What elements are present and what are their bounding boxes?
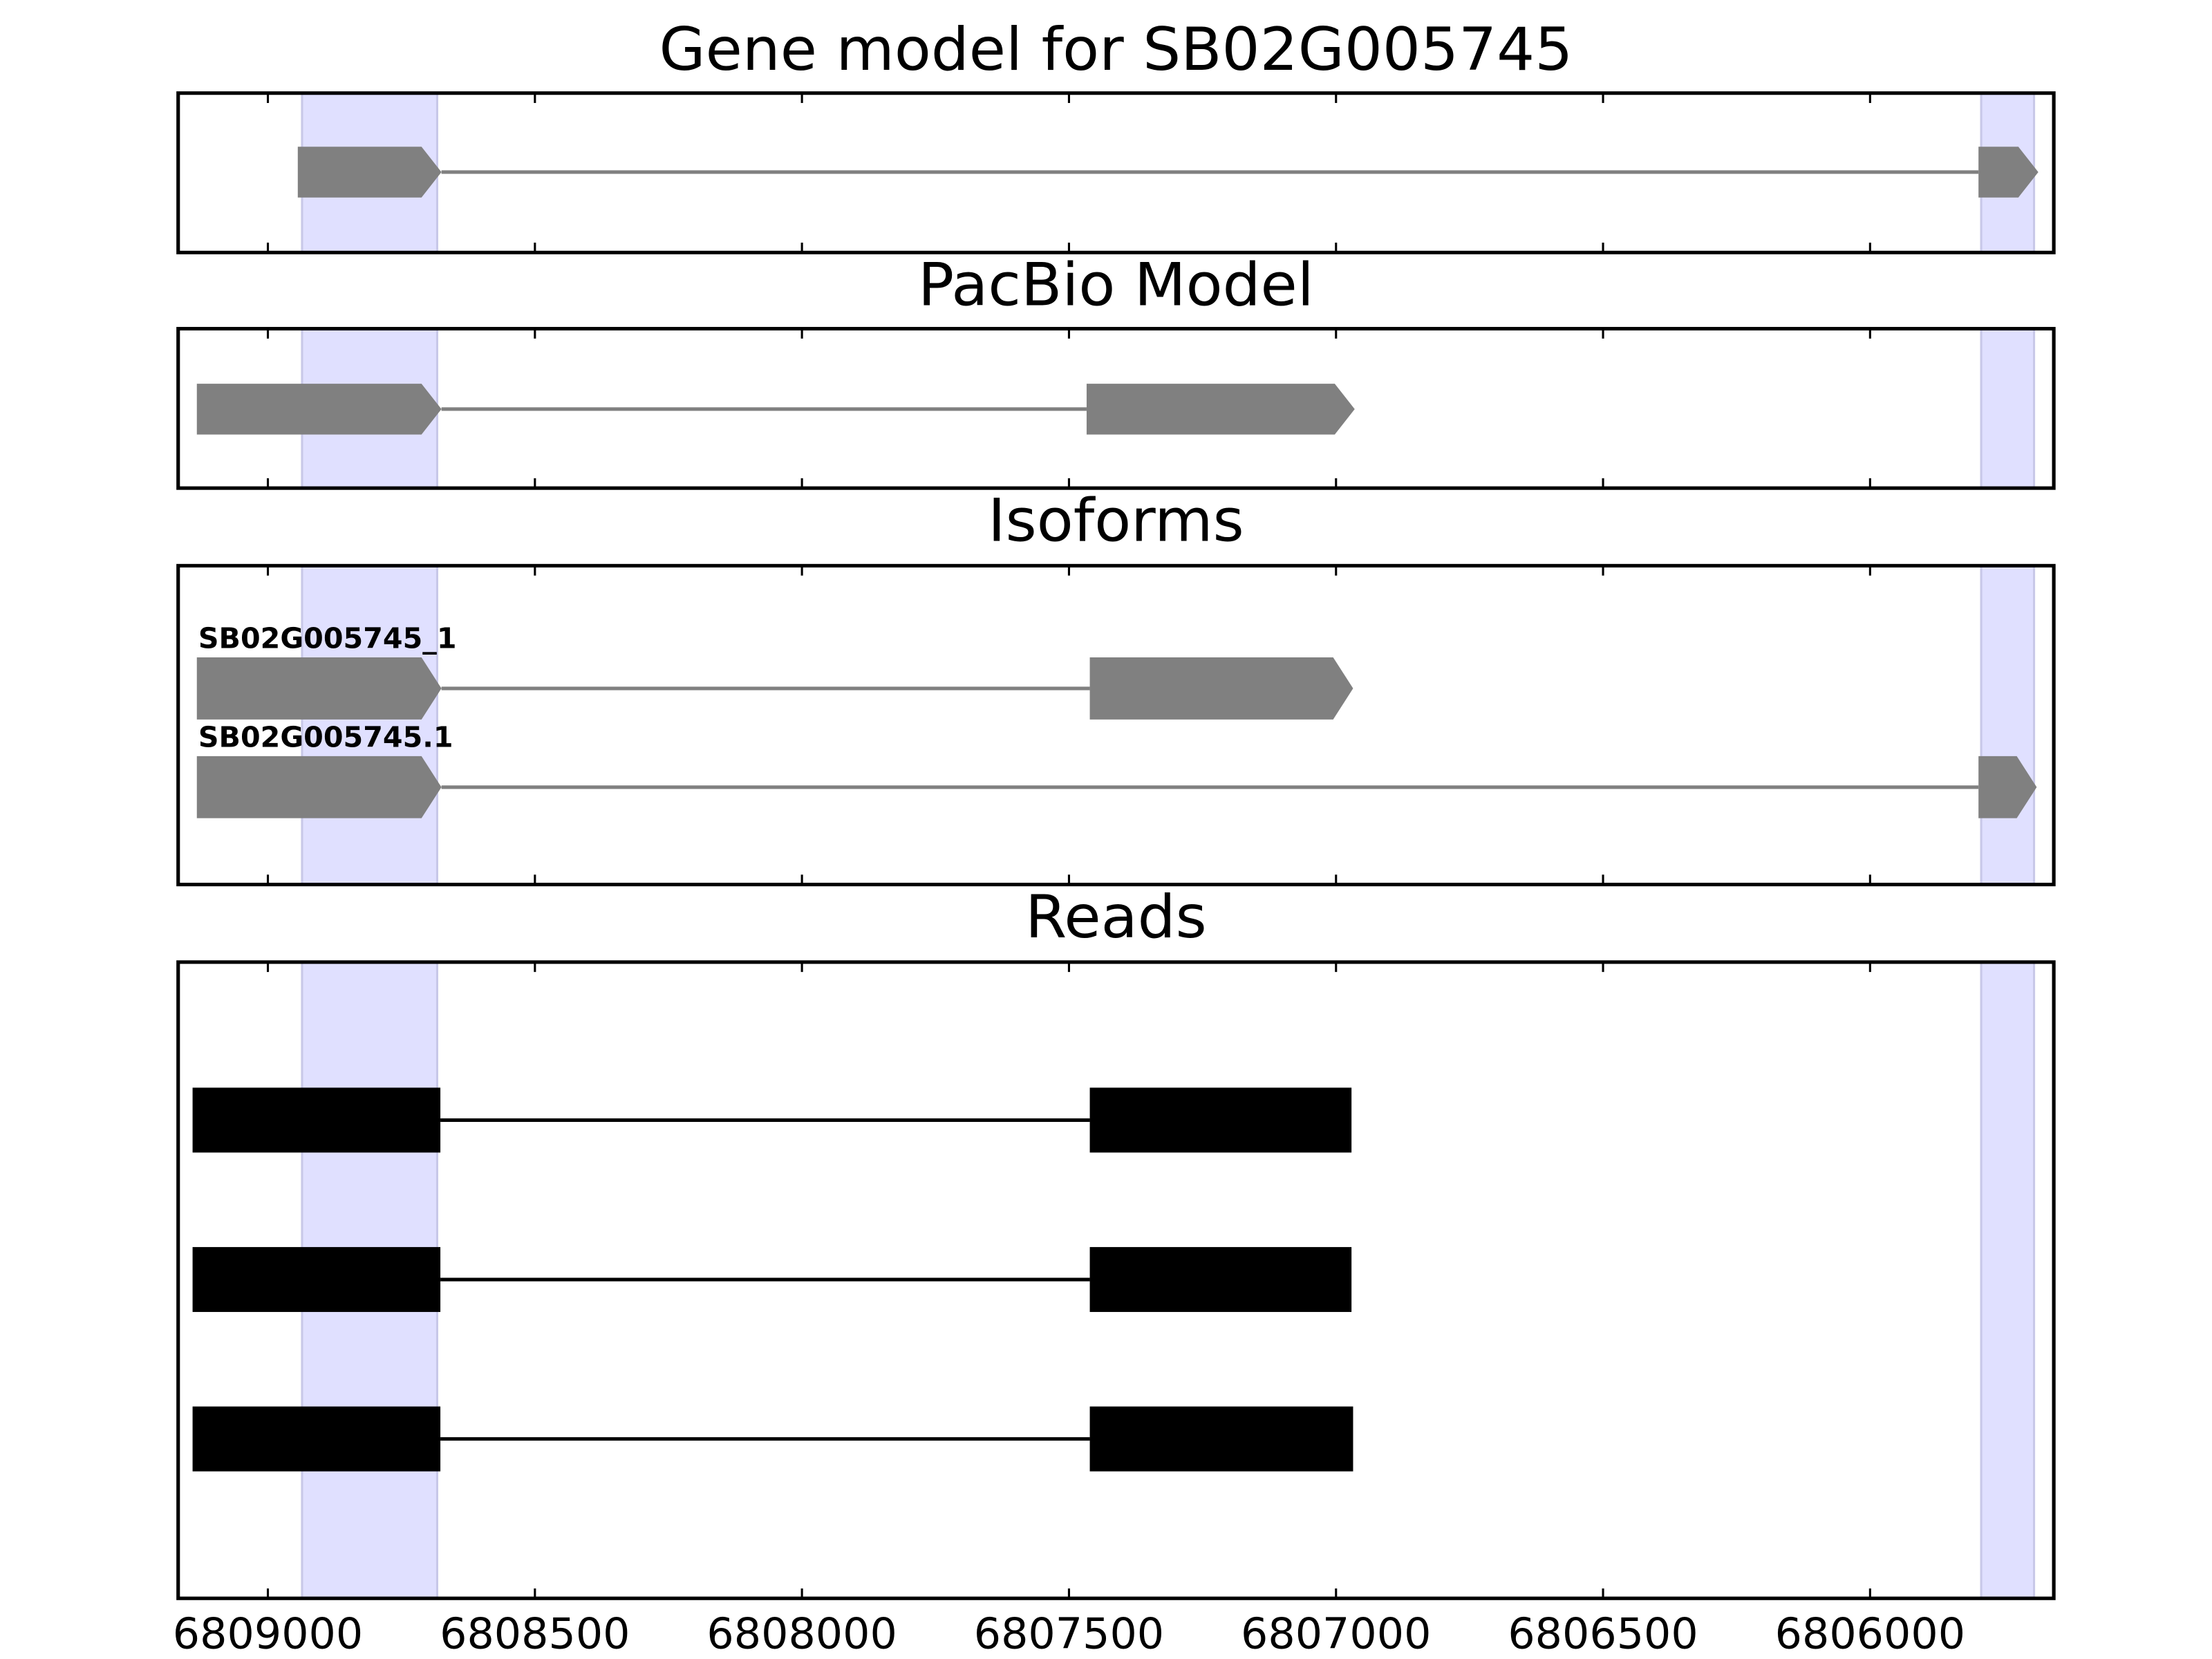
x-tick-label: 6808000 <box>706 1609 897 1659</box>
panel-frame <box>176 563 2056 887</box>
x-tick-label: 6807000 <box>1241 1609 1431 1659</box>
panel-title: PacBio Model <box>918 251 1314 320</box>
panel-frame <box>176 960 2056 1600</box>
exon <box>1089 1087 1352 1153</box>
highlight-region <box>1980 564 2036 886</box>
exon <box>196 756 442 818</box>
panel-title: Isoforms <box>988 487 1244 556</box>
exon <box>1089 1247 1352 1312</box>
highlight-region <box>1980 327 2036 489</box>
feature-label: SB02G005745.1 <box>198 721 453 754</box>
x-tick-label: 6806500 <box>1508 1609 1698 1659</box>
x-tick-label: 6806000 <box>1775 1609 1965 1659</box>
exon <box>1089 657 1353 720</box>
highlight-region <box>1980 961 2036 1600</box>
exon <box>1086 384 1355 435</box>
exon <box>192 1406 441 1472</box>
highlight-region <box>301 564 438 886</box>
exon <box>196 657 442 720</box>
exon <box>192 1247 441 1312</box>
x-tick-label: 6809000 <box>173 1609 363 1659</box>
exon <box>196 384 442 435</box>
exon <box>192 1087 441 1153</box>
panel-frame <box>176 91 2056 254</box>
panel-title: Gene model for SB02G005745 <box>659 15 1573 84</box>
panel-title: Reads <box>1025 883 1207 952</box>
panel-frame <box>176 326 2056 490</box>
feature-label: SB02G005745_1 <box>198 622 457 655</box>
x-tick-label: 6808500 <box>440 1609 630 1659</box>
exon <box>1089 1406 1353 1472</box>
exon <box>297 147 442 198</box>
x-tick-label: 6807500 <box>974 1609 1164 1659</box>
exon <box>1978 147 2038 198</box>
exon <box>1978 756 2037 818</box>
